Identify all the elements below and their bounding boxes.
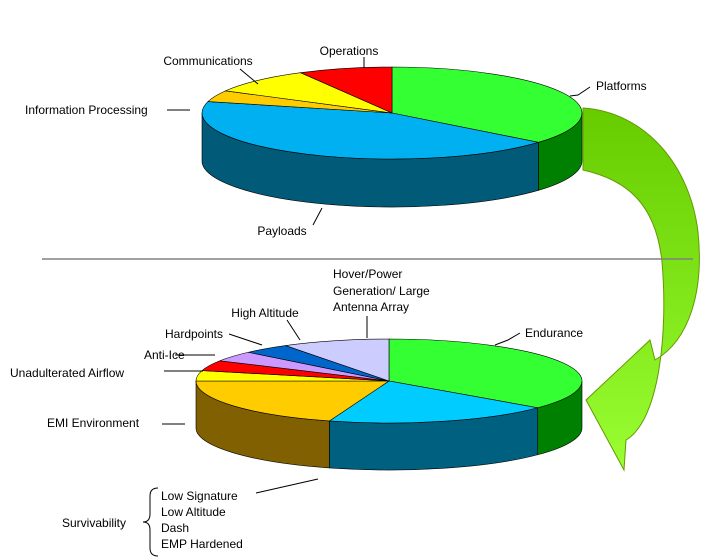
top-pie-chart (201, 66, 583, 208)
label-emi-environment: EMI Environment (47, 416, 140, 430)
label-communications: Communications (163, 54, 252, 68)
survivability-item-emp-hardened: EMP Hardened (161, 537, 243, 551)
pie-slice-operations (299, 66, 393, 114)
pie-slice-communications (224, 72, 393, 114)
survivability-item-low-signature: Low Signature (161, 489, 238, 503)
label-payloads: Payloads (257, 224, 306, 238)
label-platforms: Platforms (596, 79, 647, 93)
flow-arrow (582, 107, 700, 472)
pie-slice-hover-power (285, 338, 390, 382)
label-high-altitude: High Altitude (231, 306, 299, 320)
label-anti-ice: Anti-Ice (144, 348, 185, 362)
label-survivability: Survivability (62, 516, 126, 530)
label-hover-line1: Hover/Power (333, 267, 402, 281)
label-endurance: Endurance (525, 326, 583, 340)
survivability-item-low-altitude: Low Altitude (161, 505, 226, 519)
label-hardpoints: Hardpoints (165, 327, 223, 341)
label-operations: Operations (320, 44, 379, 58)
pie-slice-payloads (201, 101, 539, 160)
bottom-pie-chart (195, 338, 583, 471)
label-hover-line3: Antenna Array (333, 300, 409, 314)
label-unadulterated-airflow: Unadulterated Airflow (10, 366, 124, 380)
pie-slice-endurance (388, 338, 583, 409)
survivability-brace (142, 487, 159, 557)
label-information-processing: Information Processing (25, 103, 148, 117)
label-hover-line2: Generation/ Large (333, 284, 430, 298)
leader-lines (162, 57, 591, 494)
pie-slice-emi-environment (195, 380, 390, 422)
pie-slice-survivability (328, 380, 538, 424)
pie-slice-platforms (391, 66, 583, 143)
survivability-item-dash: Dash (161, 521, 189, 535)
